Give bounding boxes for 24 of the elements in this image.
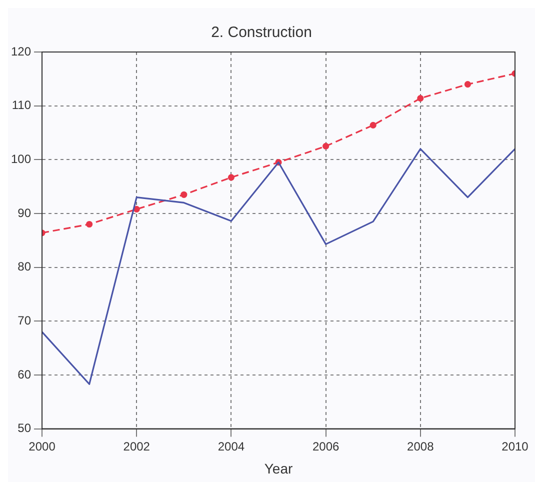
y-tick-label: 50 — [18, 421, 32, 436]
x-tick-label: 2000 — [28, 439, 56, 454]
y-tick-label: 100 — [10, 152, 32, 166]
x-tick-label: 2004 — [218, 439, 245, 454]
point — [180, 191, 188, 198]
chart-title: 2. Construction — [211, 24, 312, 42]
point — [133, 206, 140, 212]
y-tick-label: 80 — [18, 260, 32, 274]
x-axis-title: Year — [264, 460, 293, 476]
x-tick-label: 2010 — [502, 439, 529, 454]
point — [86, 220, 93, 228]
point — [322, 142, 330, 150]
x-tick-label: 2002 — [123, 439, 150, 454]
y-tick-label: 90 — [18, 206, 32, 220]
point — [228, 174, 235, 181]
point — [370, 122, 376, 129]
y-tick-label: 110 — [12, 98, 32, 112]
y-tick-label: 70 — [18, 313, 32, 328]
x-tick-label: 2008 — [407, 439, 434, 454]
point — [417, 94, 424, 102]
x-tick-label: 2006 — [312, 439, 340, 454]
y-tick-label: 120 — [10, 44, 32, 58]
y-tick-label: 60 — [18, 367, 32, 382]
point — [464, 80, 471, 88]
